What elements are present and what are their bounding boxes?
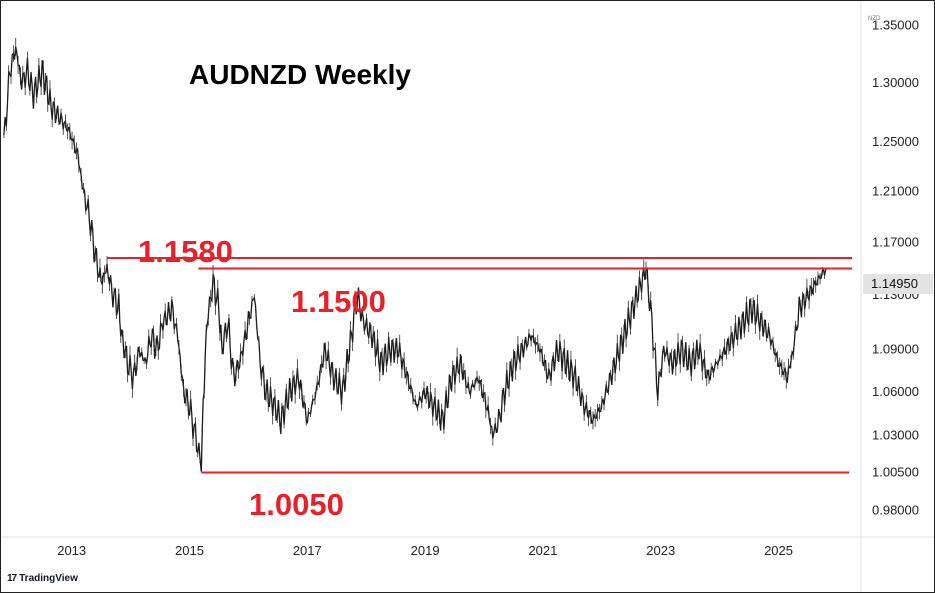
y-tick-label: 1.25000	[872, 134, 919, 149]
current-price-label: 1.14950	[863, 274, 933, 294]
y-tick-label: 1.21000	[872, 183, 919, 198]
level-label-1-1500: 1.1500	[291, 284, 386, 319]
y-tick-label: 1.06000	[872, 384, 919, 399]
x-tick-label: 2019	[411, 543, 440, 558]
currency-unit-label: NZD	[868, 16, 881, 22]
y-tick-label: 1.00500	[872, 465, 919, 480]
x-tick-label: 2023	[646, 543, 675, 558]
brand-name: TradingView	[19, 573, 78, 584]
y-tick-label: 0.98000	[872, 503, 919, 518]
x-tick-label: 2013	[57, 543, 86, 558]
chart-title: AUDNZD Weekly	[189, 59, 411, 90]
level-label-1-0050: 1.0050	[249, 487, 344, 522]
tradingview-logo-icon: 17	[7, 573, 17, 584]
x-tick-label: 2015	[175, 543, 204, 558]
y-tick-label: 1.17000	[872, 234, 919, 249]
x-tick-label: 2017	[293, 543, 322, 558]
x-tick-label: 2021	[528, 543, 557, 558]
x-tick-label: 2025	[764, 543, 793, 558]
y-tick-label: 1.03000	[872, 427, 919, 442]
y-tick-label: 1.09000	[872, 342, 919, 357]
tradingview-brand[interactable]: 17 TradingView	[7, 573, 78, 584]
y-tick-label: 1.30000	[872, 75, 919, 90]
y-tick-label: 1.35000	[872, 18, 919, 33]
level-label-1-1580: 1.1580	[138, 234, 233, 269]
price-series-line	[3, 46, 827, 472]
